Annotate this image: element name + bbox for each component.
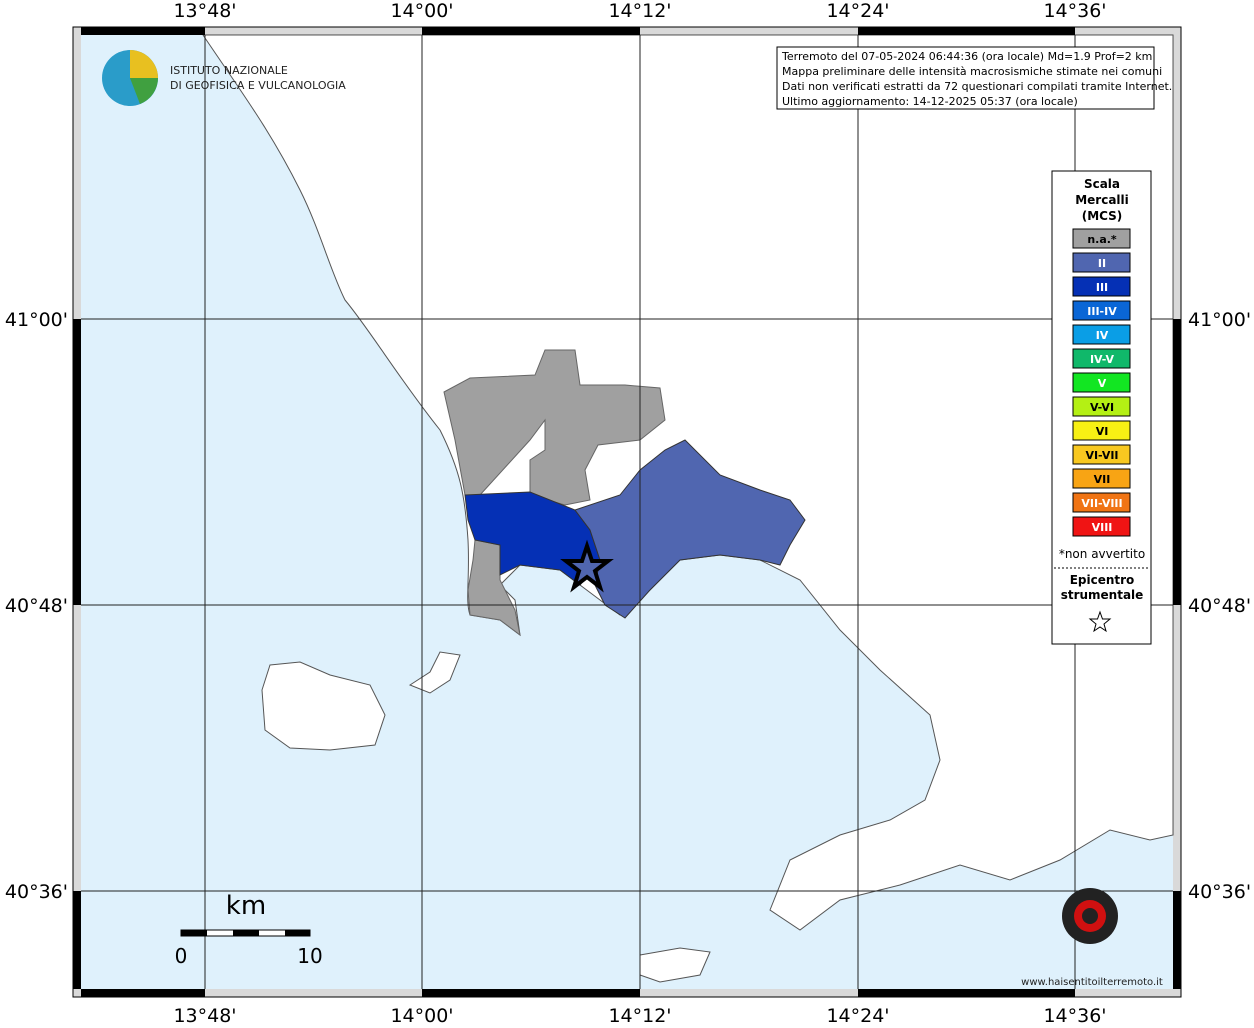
legend-swatch (1072, 516, 1131, 537)
scale-bar-segment (285, 930, 310, 936)
logo-text: DI GEOFISICA E VULCANOLOGIA (170, 79, 346, 92)
legend-label: VI (1096, 425, 1109, 438)
lon-label: 13°48' (173, 1005, 236, 1024)
legend-swatch (1072, 300, 1131, 321)
frame-band (73, 891, 81, 989)
lon-label: 14°12' (608, 1005, 671, 1024)
legend-swatch (1072, 324, 1131, 345)
legend-epicenter: Epicentro (1070, 573, 1135, 587)
legend-swatch (1072, 228, 1131, 249)
legend-swatch (1072, 468, 1131, 489)
legend-swatch (1072, 492, 1131, 513)
lon-label: 13°48' (173, 0, 236, 22)
logo-text: ISTITUTO NAZIONALE (170, 64, 288, 77)
lat-label: 40°36' (1188, 881, 1251, 903)
legend-label: III-IV (1087, 305, 1117, 318)
legend-title: Scala (1084, 177, 1120, 191)
scale-label: 10 (297, 944, 322, 968)
frame-band (858, 27, 1075, 35)
legend-label: VII-VIII (1081, 497, 1122, 510)
frame-band (73, 319, 81, 605)
lon-label: 14°24' (826, 1005, 889, 1024)
lon-label: 14°12' (608, 0, 671, 22)
legend-label: II (1098, 257, 1106, 270)
legend-swatch (1072, 420, 1131, 441)
legend-label: VIII (1092, 521, 1113, 534)
watermark-icon (1082, 908, 1098, 924)
lon-label: 14°00' (390, 1005, 453, 1024)
lon-label: 14°36' (1043, 1005, 1106, 1024)
frame-band (858, 989, 1075, 997)
scale-bar-segment (233, 930, 259, 936)
info-line: Ultimo aggiornamento: 14-12-2025 05:37 (… (782, 95, 1078, 108)
region-ii (574, 439, 806, 619)
info-line: Dati non verificati estratti da 72 quest… (782, 80, 1172, 93)
legend-swatch (1072, 252, 1131, 273)
frame-band (81, 989, 205, 997)
lat-label: 40°36' (5, 881, 68, 903)
legend-swatch (1072, 372, 1131, 393)
lat-label: 41°00' (5, 309, 68, 331)
logo: ISTITUTO NAZIONALE DI GEOFISICA E VULCAN… (102, 50, 346, 106)
scale-bar: km 0 10 (175, 891, 323, 968)
lon-label: 14°00' (390, 0, 453, 22)
watermark-text: www.haisentitoilterremoto.it (1021, 977, 1163, 988)
legend-swatch (1072, 444, 1131, 465)
frame-band (81, 27, 205, 35)
legend-swatch (1072, 276, 1131, 297)
legend-swatch (1072, 396, 1131, 417)
lat-label: 41°00' (1188, 309, 1251, 331)
info-line: Mappa preliminare delle intensità macros… (782, 65, 1162, 78)
frame-band (1173, 319, 1181, 605)
legend-label: V (1098, 377, 1107, 390)
legend: ScalaMercalli(MCS)n.a.*IIIIIIII-IVIVIV-V… (1054, 177, 1149, 633)
legend-label: III (1096, 281, 1108, 294)
info-box (776, 46, 1155, 110)
legend-title: (MCS) (1082, 209, 1123, 223)
region-na (443, 349, 666, 506)
legend-footnote: *non avvertito (1059, 547, 1145, 561)
legend-label: IV (1096, 329, 1109, 342)
scale-bar-segment (181, 930, 207, 936)
frame-ticks (73, 27, 1181, 997)
info-line: Terremoto del 07-05-2024 06:44:36 (ora l… (781, 50, 1152, 63)
frame-band (422, 989, 640, 997)
legend-label: VII (1094, 473, 1111, 486)
island-ischia (261, 661, 386, 751)
frame-band (422, 27, 640, 35)
logo-segment (130, 50, 158, 78)
lat-label: 40°48' (5, 595, 68, 617)
frame-band (1173, 891, 1181, 989)
legend-epicenter: strumentale (1061, 588, 1144, 602)
legend-swatch (1072, 348, 1131, 369)
info-text: Terremoto del 07-05-2024 06:44:36 (ora l… (781, 50, 1172, 108)
legend-label: n.a.* (1087, 233, 1117, 246)
logo-segment (130, 78, 158, 104)
lon-label: 14°36' (1043, 0, 1106, 22)
legend-label: VI-VII (1085, 449, 1118, 462)
legend-label: V-VI (1090, 401, 1114, 414)
watermark: www.haisentitoilterremoto.it (1021, 888, 1163, 988)
scale-unit: km (226, 891, 266, 921)
legend-label: IV-V (1090, 353, 1115, 366)
legend-title: Mercalli (1075, 193, 1129, 207)
epicenter-star (560, 539, 614, 593)
legend-star (1088, 610, 1112, 633)
scale-label: 0 (175, 944, 188, 968)
lat-label: 40°48' (1188, 595, 1251, 617)
lon-label: 14°24' (826, 0, 889, 22)
